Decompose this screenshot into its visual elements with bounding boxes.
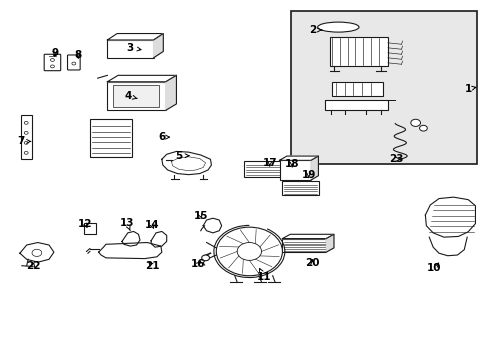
Text: 2: 2 [308, 25, 321, 35]
Text: 4: 4 [124, 91, 137, 101]
Polygon shape [162, 152, 211, 175]
Text: 14: 14 [144, 220, 159, 230]
Text: 3: 3 [126, 43, 141, 53]
Text: 22: 22 [26, 261, 40, 271]
Bar [244, 161, 281, 177]
Bar [107, 82, 165, 111]
Text: 8: 8 [75, 50, 81, 60]
Circle shape [50, 59, 54, 62]
Text: 5: 5 [175, 151, 188, 161]
Bar [90, 119, 131, 157]
Polygon shape [425, 197, 474, 237]
Polygon shape [153, 33, 163, 58]
Text: 15: 15 [193, 211, 207, 221]
Bar [290, 12, 476, 164]
Text: 12: 12 [78, 219, 92, 229]
Polygon shape [99, 243, 162, 258]
Text: 16: 16 [191, 259, 205, 269]
Text: 21: 21 [144, 261, 159, 271]
Bar [21, 114, 31, 159]
FancyBboxPatch shape [67, 55, 80, 70]
Circle shape [32, 249, 41, 256]
Circle shape [24, 131, 28, 134]
Bar [113, 85, 159, 107]
Circle shape [24, 152, 28, 154]
Text: 17: 17 [262, 158, 277, 168]
Circle shape [201, 255, 209, 261]
Circle shape [237, 243, 261, 260]
Bar [329, 37, 387, 66]
Polygon shape [282, 234, 333, 239]
Circle shape [419, 125, 427, 131]
Bar [84, 223, 96, 234]
Bar [331, 82, 382, 96]
Polygon shape [122, 231, 140, 246]
Polygon shape [203, 218, 221, 233]
Text: 1: 1 [464, 84, 475, 94]
Text: 11: 11 [256, 269, 271, 282]
Bar [107, 40, 153, 58]
Text: 19: 19 [301, 170, 315, 180]
Text: 13: 13 [120, 218, 134, 231]
Bar [282, 181, 318, 195]
Bar [279, 160, 310, 180]
Polygon shape [20, 243, 54, 262]
Text: 10: 10 [426, 262, 441, 273]
Polygon shape [107, 75, 176, 82]
Ellipse shape [317, 22, 358, 32]
Circle shape [50, 65, 54, 68]
Polygon shape [165, 75, 176, 111]
Text: 23: 23 [388, 154, 403, 164]
Polygon shape [310, 156, 318, 180]
Text: 6: 6 [158, 132, 169, 142]
Circle shape [24, 121, 28, 124]
Bar [324, 100, 387, 111]
Circle shape [410, 119, 420, 126]
Polygon shape [151, 231, 166, 247]
Polygon shape [279, 156, 318, 160]
FancyBboxPatch shape [44, 54, 61, 71]
Circle shape [216, 227, 282, 276]
Polygon shape [325, 234, 333, 252]
Text: 18: 18 [285, 159, 299, 169]
Circle shape [24, 141, 28, 144]
Text: 20: 20 [305, 258, 319, 268]
Text: 7: 7 [17, 136, 31, 147]
Circle shape [72, 62, 76, 65]
Bar [282, 239, 325, 252]
Text: 9: 9 [51, 48, 59, 58]
Polygon shape [107, 33, 163, 40]
